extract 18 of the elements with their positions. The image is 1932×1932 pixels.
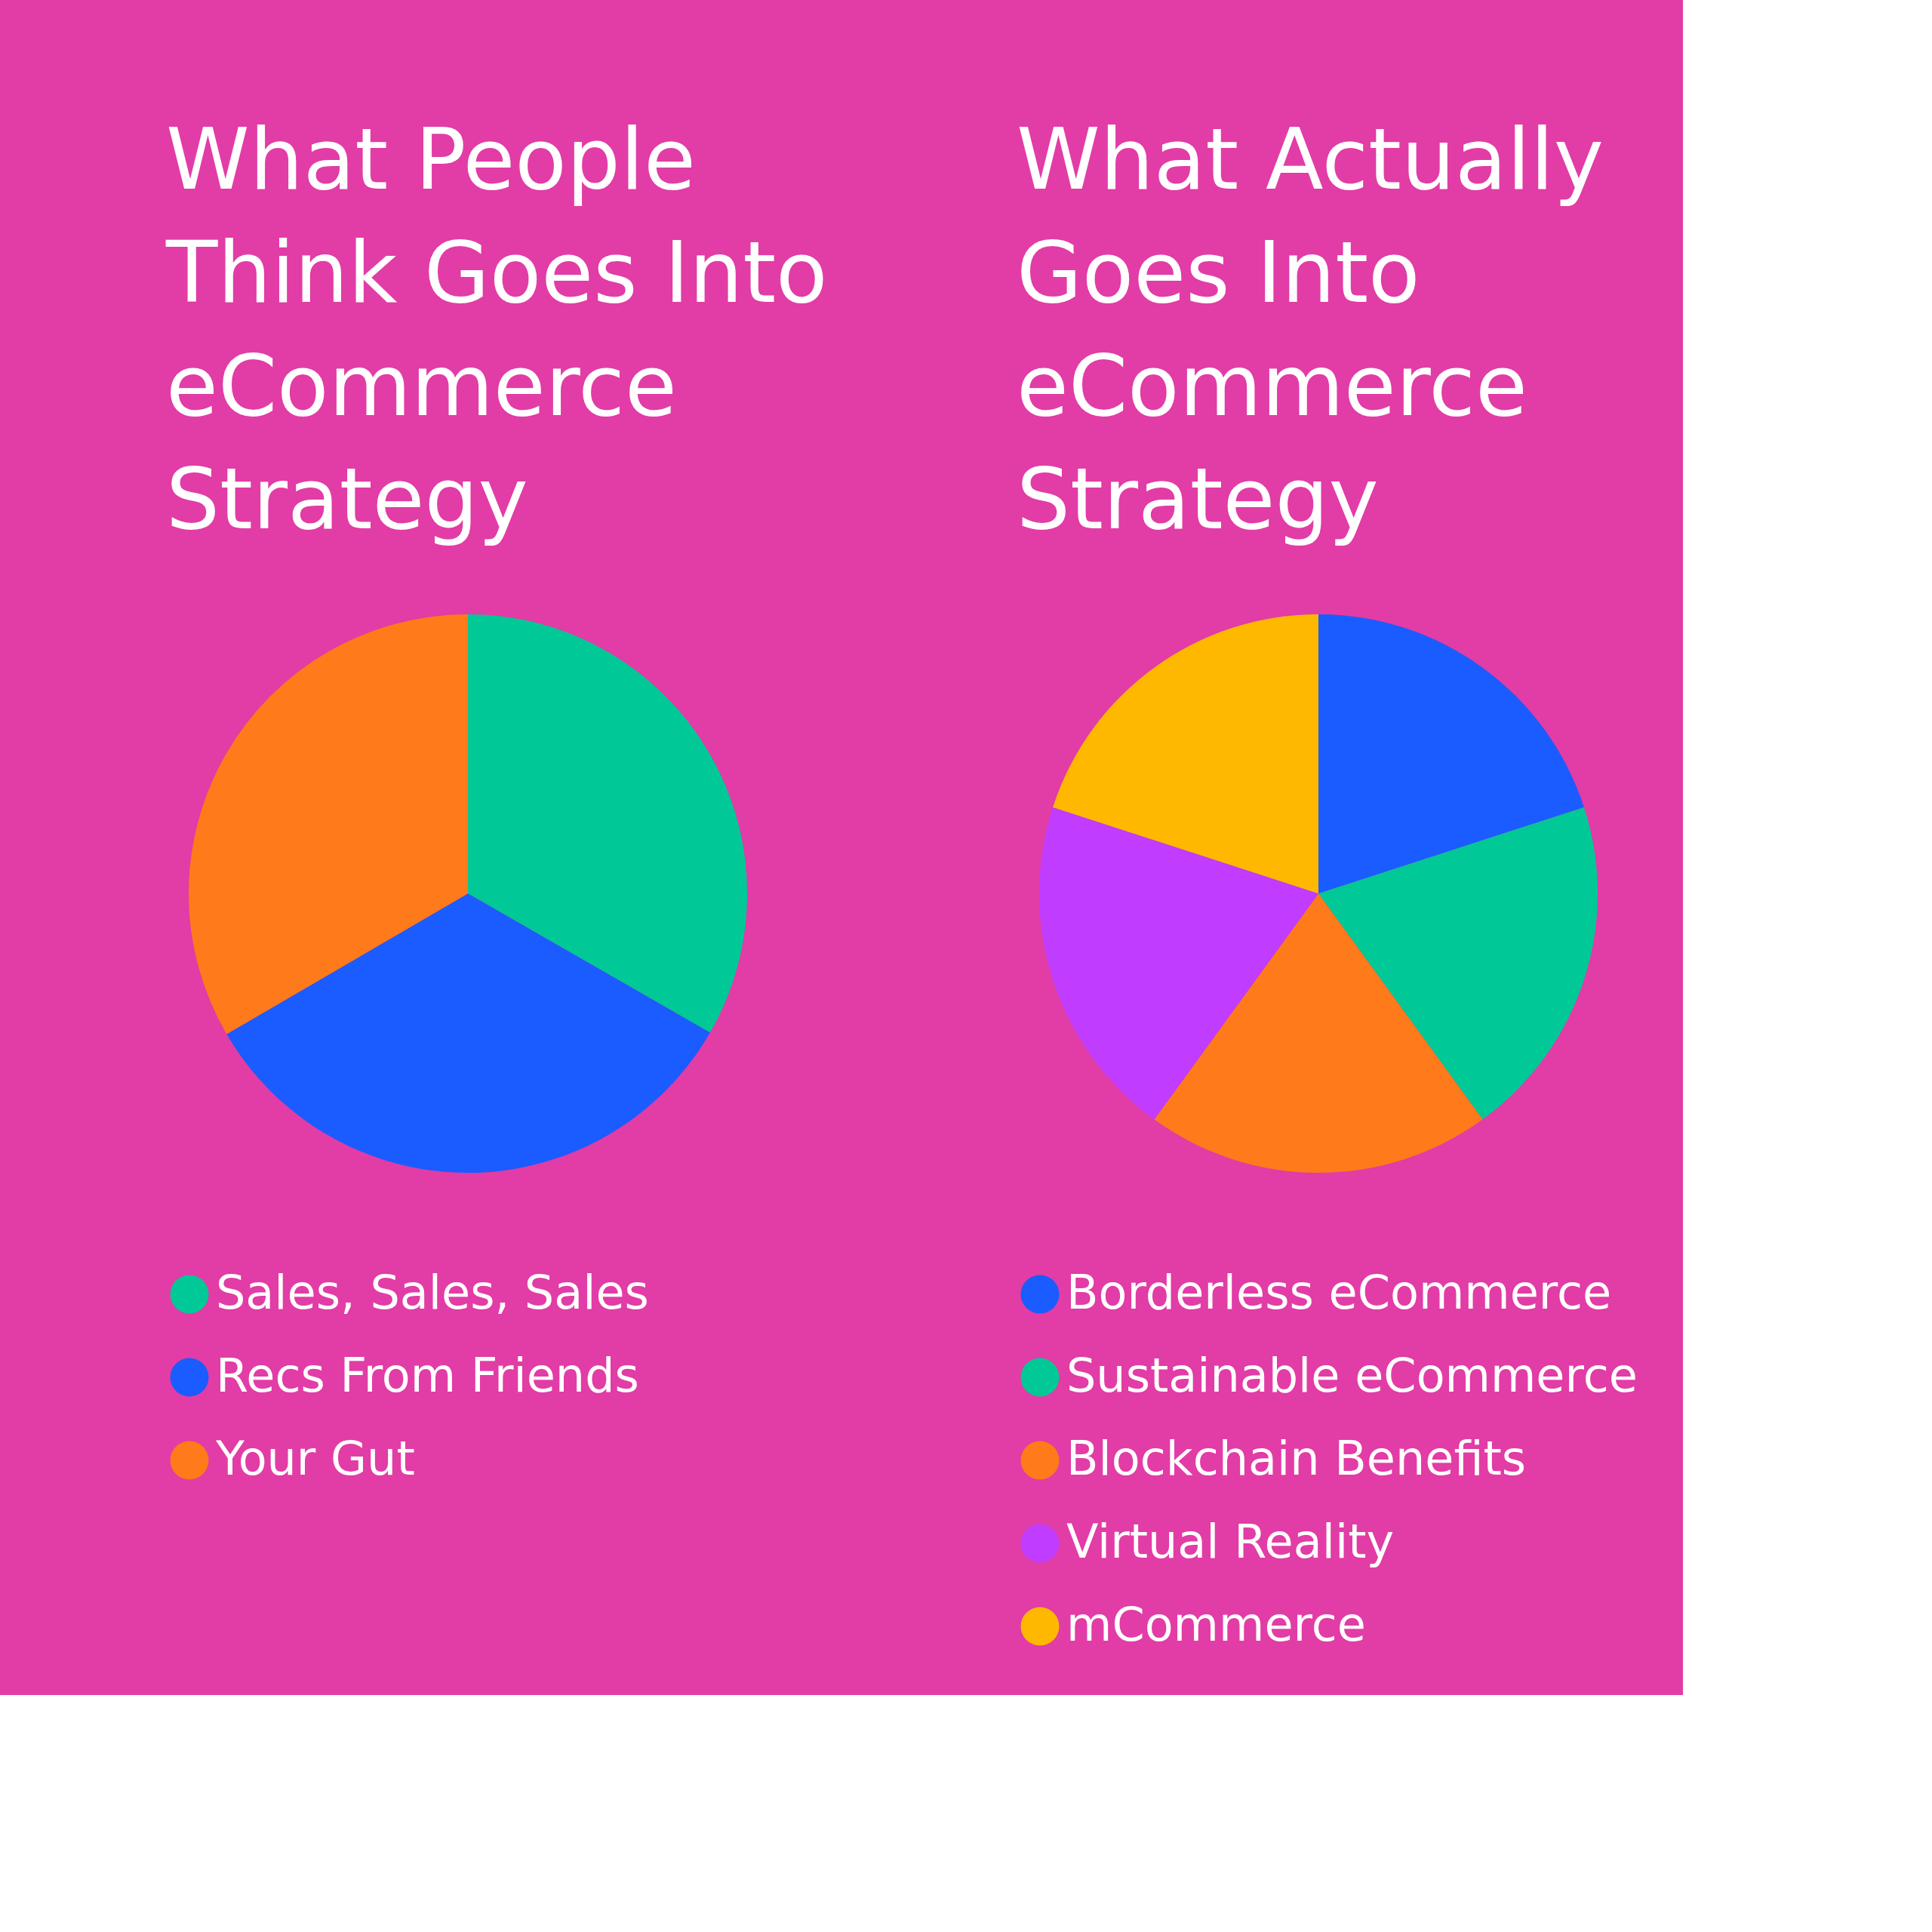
legend-label: Blockchain Benefits	[1066, 1431, 1527, 1486]
pie-slice	[1318, 807, 1598, 1120]
pie-slice	[1053, 614, 1318, 894]
pie-slice	[226, 894, 710, 1173]
pie-slice	[1318, 614, 1584, 894]
pie-slice	[468, 614, 747, 1033]
chart-title: What People Think Goes Into eCommerce Strategy	[165, 110, 828, 548]
pie-slice	[189, 614, 468, 1035]
legend-label: Sales, Sales, Sales	[216, 1265, 649, 1320]
legend-label: Virtual Reality	[1066, 1514, 1395, 1569]
legend-label: Recs From Friends	[216, 1348, 639, 1403]
pie-slice	[1154, 894, 1483, 1173]
legend-label: mCommerce	[1066, 1597, 1366, 1652]
legend-label: Borderless eCommerce	[1066, 1265, 1612, 1320]
legend-label: Sustainable eCommerce	[1066, 1348, 1638, 1403]
chart-title: What Actually Goes Into eCommerce Strategy	[1017, 110, 1604, 548]
pie-slice	[1039, 807, 1318, 1120]
legend-label: Your Gut	[215, 1431, 415, 1486]
